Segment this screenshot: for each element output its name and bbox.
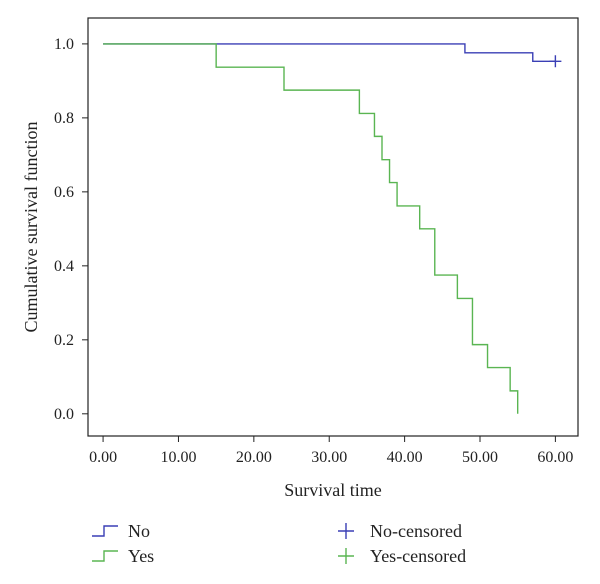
x-tick-label: 20.00 <box>236 449 272 466</box>
legend-censor-symbol-yes <box>338 548 354 564</box>
legend-label-no: No <box>128 521 150 541</box>
x-axis-title: Survival time <box>284 480 382 500</box>
x-tick-label: 30.00 <box>311 449 347 466</box>
x-tick-label: 40.00 <box>387 449 423 466</box>
axis-ticks: 0.00 10.00 20.00 30.00 40.00 50.00 60.00 0.0 0.2… <box>54 36 573 466</box>
y-tick-label: 0.4 <box>54 258 74 275</box>
y-tick-label: 1.0 <box>54 36 74 53</box>
legend: No No-censored Yes Yes-censored <box>92 521 466 566</box>
series-line-no <box>103 43 556 62</box>
legend-line-symbol-no <box>92 525 118 537</box>
x-tick-label: 10.00 <box>160 449 196 466</box>
series-line-yes <box>103 43 519 414</box>
y-axis-title: Cumulative survival function <box>21 122 41 333</box>
y-tick-label: 0.6 <box>54 184 74 201</box>
y-tick-label: 0.8 <box>54 110 74 127</box>
censor-mark-no <box>549 55 562 68</box>
legend-line-symbol-yes <box>92 550 118 562</box>
y-tick-label: 0.0 <box>54 406 74 423</box>
x-tick-label: 60.00 <box>537 449 573 466</box>
plot-frame <box>87 17 579 437</box>
legend-label-yes-censored: Yes-censored <box>370 546 466 566</box>
x-tick-label: 50.00 <box>462 449 498 466</box>
x-tick-label: 0.00 <box>89 449 117 466</box>
y-tick-label: 0.2 <box>54 332 74 349</box>
legend-censor-symbol-no <box>338 523 354 539</box>
legend-label-yes: Yes <box>128 546 154 566</box>
series-layer <box>103 43 562 414</box>
legend-label-no-censored: No-censored <box>370 521 462 541</box>
